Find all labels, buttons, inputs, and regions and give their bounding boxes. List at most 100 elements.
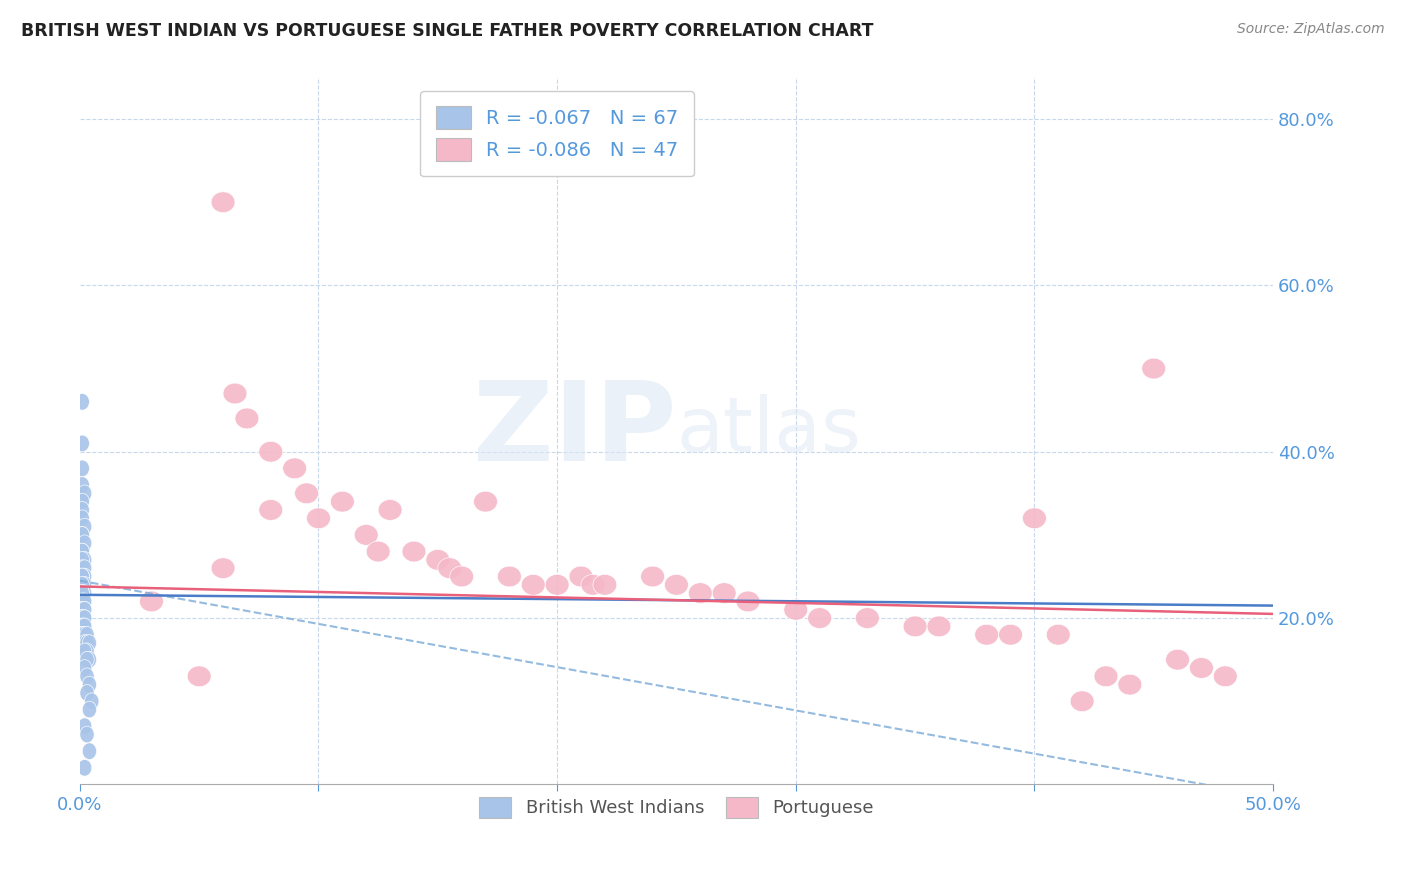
Legend: British West Indians, Portuguese: British West Indians, Portuguese: [471, 789, 882, 825]
Ellipse shape: [75, 551, 90, 568]
Ellipse shape: [75, 610, 90, 626]
Ellipse shape: [77, 535, 91, 551]
Ellipse shape: [80, 643, 94, 660]
Ellipse shape: [77, 568, 91, 585]
Ellipse shape: [1166, 649, 1189, 670]
Ellipse shape: [75, 618, 90, 635]
Ellipse shape: [75, 568, 90, 585]
Ellipse shape: [235, 408, 259, 429]
Ellipse shape: [83, 743, 97, 759]
Ellipse shape: [77, 601, 91, 618]
Ellipse shape: [80, 626, 94, 643]
Ellipse shape: [83, 676, 97, 693]
Ellipse shape: [1070, 691, 1094, 712]
Ellipse shape: [77, 601, 91, 618]
Text: Source: ZipAtlas.com: Source: ZipAtlas.com: [1237, 22, 1385, 37]
Ellipse shape: [569, 566, 593, 587]
Ellipse shape: [83, 651, 97, 668]
Ellipse shape: [75, 601, 90, 618]
Ellipse shape: [77, 560, 91, 576]
Ellipse shape: [77, 551, 91, 568]
Ellipse shape: [139, 591, 163, 612]
Ellipse shape: [75, 501, 90, 518]
Ellipse shape: [903, 616, 927, 637]
Ellipse shape: [498, 566, 522, 587]
Ellipse shape: [77, 718, 91, 734]
Ellipse shape: [75, 543, 90, 560]
Ellipse shape: [77, 626, 91, 643]
Ellipse shape: [77, 485, 91, 501]
Ellipse shape: [737, 591, 761, 612]
Ellipse shape: [75, 610, 90, 626]
Ellipse shape: [998, 624, 1022, 645]
Ellipse shape: [77, 618, 91, 635]
Ellipse shape: [75, 626, 90, 643]
Ellipse shape: [593, 574, 617, 595]
Ellipse shape: [354, 524, 378, 545]
Ellipse shape: [1142, 359, 1166, 379]
Ellipse shape: [1118, 674, 1142, 695]
Text: ZIP: ZIP: [472, 377, 676, 484]
Ellipse shape: [75, 593, 90, 610]
Ellipse shape: [77, 576, 91, 593]
Ellipse shape: [75, 585, 90, 601]
Ellipse shape: [75, 585, 90, 601]
Ellipse shape: [366, 541, 389, 562]
Ellipse shape: [855, 607, 879, 629]
Ellipse shape: [807, 607, 831, 629]
Ellipse shape: [75, 526, 90, 543]
Ellipse shape: [283, 458, 307, 479]
Ellipse shape: [75, 543, 90, 560]
Text: BRITISH WEST INDIAN VS PORTUGUESE SINGLE FATHER POVERTY CORRELATION CHART: BRITISH WEST INDIAN VS PORTUGUESE SINGLE…: [21, 22, 873, 40]
Ellipse shape: [80, 726, 94, 743]
Ellipse shape: [77, 626, 91, 643]
Ellipse shape: [224, 383, 247, 404]
Ellipse shape: [378, 500, 402, 520]
Ellipse shape: [77, 518, 91, 535]
Ellipse shape: [783, 599, 807, 620]
Ellipse shape: [641, 566, 665, 587]
Ellipse shape: [1022, 508, 1046, 529]
Ellipse shape: [665, 574, 689, 595]
Ellipse shape: [211, 192, 235, 212]
Ellipse shape: [295, 483, 319, 504]
Ellipse shape: [75, 560, 90, 576]
Ellipse shape: [75, 593, 90, 610]
Ellipse shape: [402, 541, 426, 562]
Ellipse shape: [83, 635, 97, 651]
Ellipse shape: [259, 442, 283, 462]
Ellipse shape: [77, 610, 91, 626]
Ellipse shape: [77, 593, 91, 610]
Ellipse shape: [77, 660, 91, 676]
Ellipse shape: [80, 651, 94, 668]
Ellipse shape: [75, 476, 90, 493]
Ellipse shape: [75, 460, 90, 476]
Ellipse shape: [75, 601, 90, 618]
Ellipse shape: [80, 668, 94, 685]
Ellipse shape: [84, 693, 98, 709]
Ellipse shape: [77, 643, 91, 660]
Ellipse shape: [75, 593, 90, 610]
Ellipse shape: [546, 574, 569, 595]
Ellipse shape: [689, 582, 713, 604]
Ellipse shape: [581, 574, 605, 595]
Ellipse shape: [713, 582, 737, 604]
Ellipse shape: [1046, 624, 1070, 645]
Ellipse shape: [974, 624, 998, 645]
Ellipse shape: [75, 576, 90, 593]
Ellipse shape: [307, 508, 330, 529]
Ellipse shape: [77, 585, 91, 601]
Ellipse shape: [77, 610, 91, 626]
Ellipse shape: [927, 616, 950, 637]
Ellipse shape: [75, 510, 90, 526]
Ellipse shape: [522, 574, 546, 595]
Ellipse shape: [426, 549, 450, 570]
Ellipse shape: [75, 526, 90, 543]
Ellipse shape: [437, 558, 461, 579]
Ellipse shape: [1213, 666, 1237, 687]
Ellipse shape: [75, 568, 90, 585]
Ellipse shape: [474, 491, 498, 512]
Ellipse shape: [1189, 657, 1213, 679]
Text: atlas: atlas: [676, 394, 862, 468]
Ellipse shape: [75, 610, 90, 626]
